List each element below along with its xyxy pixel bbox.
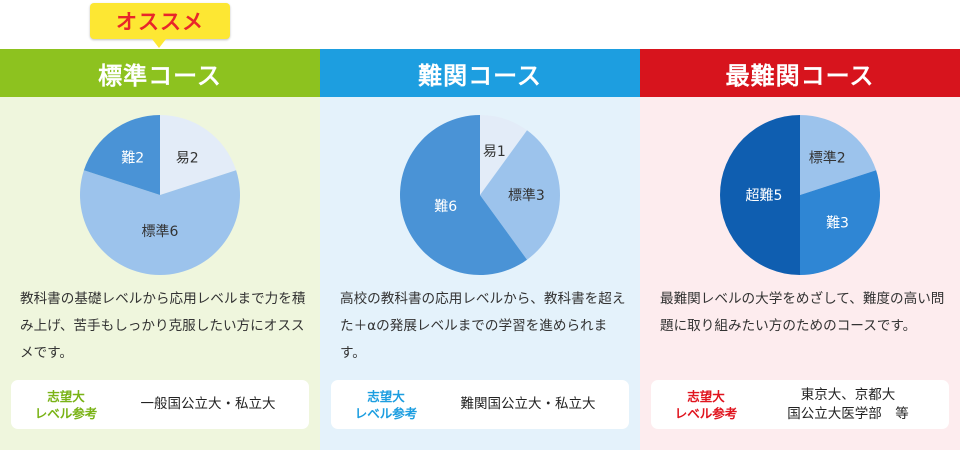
course-column-advanced[interactable]: 難関コース 易1 標準3 難6 高校の教科書の応用レベルから、教科書を超えた＋αの発… <box>320 49 640 450</box>
course-column-top[interactable]: 最難関コース 標準2 難3 超難5 最難関レベルの大学をめざして、難度の高い問題に取… <box>640 49 960 450</box>
course-title: 最難関コース <box>640 49 960 97</box>
pie-slice-label-2: 難6 <box>434 199 457 215</box>
reference-label-line1: 志望大 <box>367 388 405 404</box>
course-body: 易1 標準3 難6 高校の教科書の応用レベルから、教科書を超えた＋αの発展レベルまで… <box>320 97 640 450</box>
pie-slice-label-1: 標準3 <box>508 188 545 204</box>
reference-label-line1: 志望大 <box>47 388 85 404</box>
pie-slice-0 <box>160 115 237 195</box>
difficulty-pie-chart: 易1 標準3 難6 <box>397 112 563 278</box>
course-description: 教科書の基礎レベルから応用レベルまで力を積み上げ、苦手もしっかり克服したい方にオ… <box>20 291 306 361</box>
target-university-reference: 志望大 レベル参考 東京大、京都大 国公立大医学部 等 <box>651 380 949 429</box>
pie-slice-1 <box>79 170 240 275</box>
pie-slice-label-2: 超難5 <box>746 188 783 204</box>
reference-label-line2: レベル参考 <box>674 405 738 421</box>
pie-slice-label-2: 難2 <box>121 150 144 166</box>
pie-slice-2 <box>400 115 528 275</box>
pie-svg: 易1 標準3 難6 <box>400 115 560 275</box>
reference-value: 東京大、京都大 国公立大医学部 等 <box>761 386 949 424</box>
pie-slice-label-0: 易1 <box>483 144 506 160</box>
recommended-badge-pointer <box>152 39 166 48</box>
pie-slice-0 <box>480 115 528 195</box>
reference-label-line2: レベル参考 <box>34 405 98 421</box>
reference-label-line2: レベル参考 <box>354 405 418 421</box>
reference-value: 難関国公立大・私立大 <box>441 395 629 414</box>
course-column-standard[interactable]: 標準コース 易2 標準6 難2 教科書の基礎レベルから応用レベルまで力を積み上げ、苦… <box>0 49 320 450</box>
pie-slice-1 <box>800 170 880 275</box>
reference-label: 志望大 レベル参考 <box>11 388 121 422</box>
pie-slice-label-0: 易2 <box>176 150 199 166</box>
target-university-reference: 志望大 レベル参考 一般国公立大・私立大 <box>11 380 309 429</box>
pie-svg: 易2 標準6 難2 <box>79 115 240 275</box>
pie-slice-1 <box>480 130 560 260</box>
pie-slice-label-1: 難3 <box>826 215 849 231</box>
difficulty-pie-chart: 易2 標準6 難2 <box>77 112 243 278</box>
pie-slice-label-0: 標準2 <box>809 150 846 166</box>
pie-slice-2 <box>720 115 800 275</box>
course-title: 難関コース <box>320 49 640 97</box>
pie-slice-label-1: 標準6 <box>142 224 179 240</box>
target-university-reference: 志望大 レベル参考 難関国公立大・私立大 <box>331 380 629 429</box>
reference-label: 志望大 レベル参考 <box>331 388 441 422</box>
reference-value-line2: 国公立大医学部 等 <box>787 405 909 422</box>
course-description: 高校の教科書の応用レベルから、教科書を超えた＋αの発展レベルまでの学習を進められ… <box>340 291 626 361</box>
course-body: 易2 標準6 難2 教科書の基礎レベルから応用レベルまで力を積み上げ、苦手もしっかり… <box>0 97 320 450</box>
recommended-badge: オススメ <box>90 3 230 39</box>
course-body: 標準2 難3 超難5 最難関レベルの大学をめざして、難度の高い問題に取り組みたい方の… <box>640 97 960 450</box>
reference-label-line1: 志望大 <box>687 388 725 404</box>
reference-value-line1: 東京大、京都大 <box>800 386 896 403</box>
pie-svg: 標準2 難3 超難5 <box>720 115 880 275</box>
reference-label: 志望大 レベル参考 <box>651 388 761 422</box>
course-description: 最難関レベルの大学をめざして、難度の高い問題に取り組みたい方のためのコースです。 <box>660 291 945 334</box>
pie-slice-0 <box>800 115 877 195</box>
course-title: 標準コース <box>0 49 320 97</box>
reference-value: 一般国公立大・私立大 <box>121 395 309 414</box>
reference-value-line1: 一般国公立大・私立大 <box>140 396 276 412</box>
pie-slice-2 <box>83 115 160 195</box>
reference-value-line1: 難関国公立大・私立大 <box>460 396 596 412</box>
course-columns: 標準コース 易2 標準6 難2 教科書の基礎レベルから応用レベルまで力を積み上げ、苦… <box>0 49 960 450</box>
difficulty-pie-chart: 標準2 難3 超難5 <box>717 112 883 278</box>
